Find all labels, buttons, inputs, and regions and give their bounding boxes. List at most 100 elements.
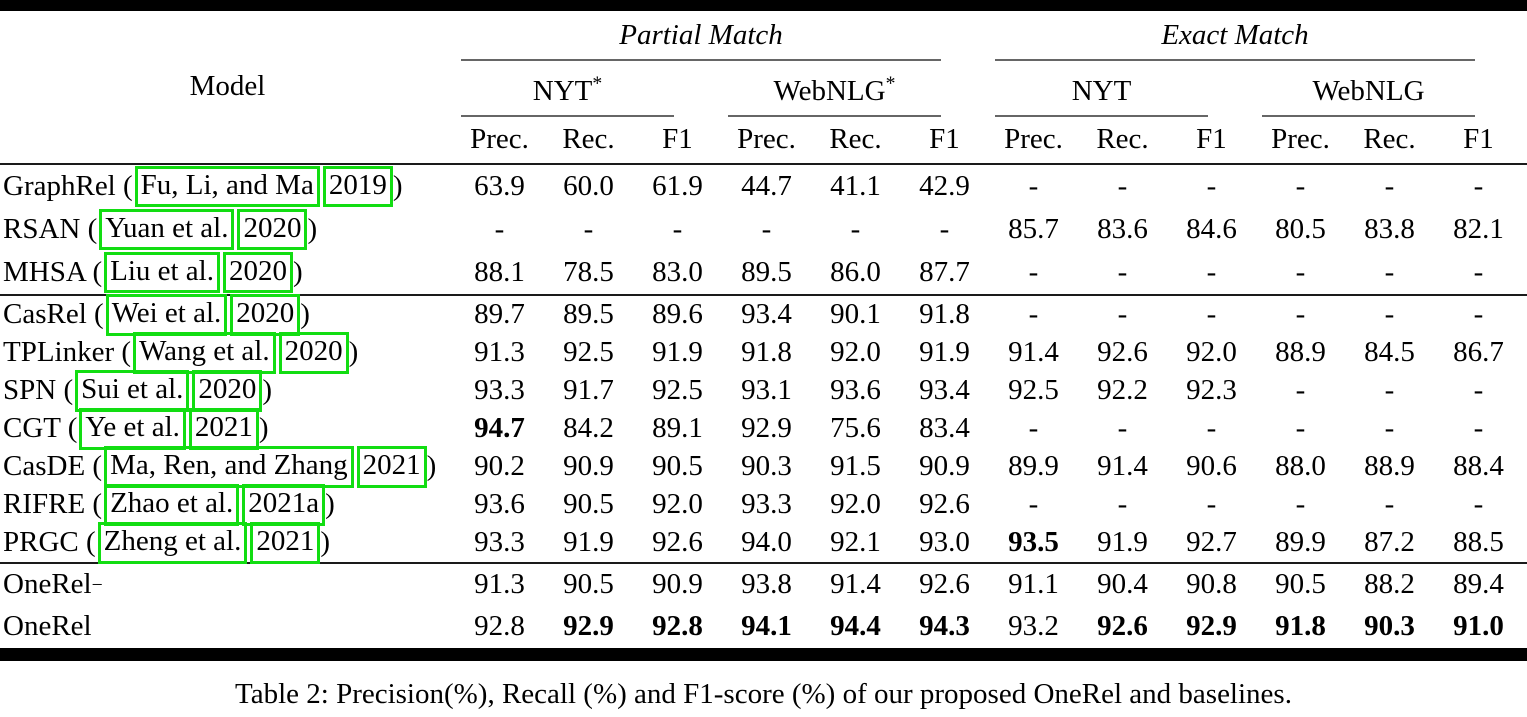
metric-value: 90.9 <box>563 450 614 483</box>
metric-header-prec: Prec. <box>1271 123 1330 156</box>
citation-author-box[interactable]: Zhao et al. <box>104 484 240 526</box>
metric-value: 91.3 <box>474 568 525 601</box>
citation-author-box[interactable]: Ma, Ren, and Zhang <box>104 446 354 488</box>
dash-value: - <box>1384 255 1395 288</box>
metric-value: 85.7 <box>1008 212 1059 245</box>
header-bottom-rule <box>0 163 1527 165</box>
citation-author-box[interactable]: Liu et al. <box>104 251 220 294</box>
superscript-asterisk: * <box>885 72 896 95</box>
metric-value: 90.1 <box>830 298 881 331</box>
dataset-header-nyt: NYT <box>989 61 1256 117</box>
metric-value: 92.0 <box>830 488 881 521</box>
dataset-header-inner: WebNLG* <box>728 61 941 117</box>
metric-value: 91.9 <box>919 336 970 369</box>
metric-value: 87.2 <box>1364 526 1415 559</box>
metric-value: 91.7 <box>563 374 614 407</box>
metric-value: 82.1 <box>1453 212 1504 245</box>
dataset-header-underline <box>995 115 1208 117</box>
group-header-label: Exact Match <box>1161 19 1309 52</box>
dash-value: - <box>939 212 950 245</box>
citation-year-box[interactable]: 2020 <box>237 208 308 251</box>
metric-value: 92.5 <box>563 336 614 369</box>
group-header-partial-match: Partial Match <box>455 11 989 61</box>
model-cell-graphrel: GraphRel (Fu, Li, and Ma 2019) <box>0 165 455 208</box>
metric-value: 92.6 <box>652 526 703 559</box>
metric-value: 92.1 <box>830 526 881 559</box>
citation-year-box[interactable]: 2020 <box>278 332 349 374</box>
metric-value: 84.2 <box>563 412 614 445</box>
citation-author-box[interactable]: Fu, Li, and Ma <box>134 165 320 208</box>
metric-value: 88.0 <box>1275 450 1326 483</box>
citation-year-box[interactable]: 2021a <box>242 484 326 526</box>
dash-value: - <box>583 212 594 245</box>
table-caption: Table 2: Precision(%), Recall (%) and F1… <box>235 678 1292 710</box>
metric-value: 86.0 <box>830 255 881 288</box>
metric-value: 90.2 <box>474 450 525 483</box>
metric-value: 83.6 <box>1097 212 1148 245</box>
citation-year-box[interactable]: 2020 <box>223 251 293 294</box>
citation-year-box[interactable]: 2021 <box>356 446 427 488</box>
metric-value: 78.5 <box>563 255 614 288</box>
citation-author-box[interactable]: Yuan et al. <box>99 208 235 251</box>
metric-value: 91.4 <box>1097 450 1148 483</box>
model-cell-mhsa: MHSA (Liu et al. 2020) <box>0 251 455 294</box>
citation-author-box[interactable]: Ye et al. <box>79 408 186 450</box>
metric-value: 91.8 <box>1275 610 1326 643</box>
metric-value: 91.9 <box>652 336 703 369</box>
citation-year-box[interactable]: 2021 <box>250 522 321 564</box>
metric-value: 90.8 <box>1186 568 1237 601</box>
metric-header-rec: Rec. <box>562 123 615 156</box>
dash-value: - <box>1384 374 1395 407</box>
model-name-close-paren: ) <box>426 450 437 483</box>
metric-value: 90.4 <box>1097 568 1148 601</box>
citation-year-box[interactable]: 2019 <box>322 165 393 208</box>
metric-value: 88.9 <box>1364 450 1415 483</box>
dash-value: - <box>1473 169 1484 202</box>
citation-year-box[interactable]: 2020 <box>230 294 301 336</box>
metric-header-f1: F1 <box>1196 123 1227 156</box>
model-name-close-paren: ) <box>348 336 359 369</box>
table-body-group-2: CasRel (Wei et al. 2020) 89.7 89.5 89.6 93.4 9… <box>0 294 1527 564</box>
citation-author-box[interactable]: Zheng et al. <box>97 522 248 564</box>
metric-value: 93.5 <box>1008 526 1059 559</box>
model-name-close-paren: ) <box>262 374 273 407</box>
metric-value: 92.6 <box>919 488 970 521</box>
dash-value: - <box>1384 412 1395 445</box>
dash-value: - <box>1384 488 1395 521</box>
group-header-inner: Partial Match <box>461 11 941 61</box>
citation-author-box[interactable]: Wang et al. <box>133 332 276 374</box>
metric-value: 80.5 <box>1275 212 1326 245</box>
dash-value: - <box>1117 169 1128 202</box>
citation-year-box[interactable]: 2020 <box>192 370 263 412</box>
dash-value: - <box>1473 488 1484 521</box>
dash-value: - <box>1295 488 1306 521</box>
group-separator-rule-2 <box>0 562 1527 564</box>
dash-value: - <box>1295 255 1306 288</box>
dataset-header-webnlg: WebNLG <box>1256 61 1523 117</box>
table-body-group-3: OneRel − 91.3 90.5 90.9 93.8 91.4 92.6 91.1 90.4 9… <box>0 564 1527 648</box>
citation-author-box[interactable]: Sui et al. <box>75 370 190 412</box>
citation-author-box[interactable]: Wei et al. <box>105 294 228 336</box>
table-body-group-1: GraphRel (Fu, Li, and Ma 2019) 63.9 60.0 61.… <box>0 165 1527 294</box>
metric-value: 83.4 <box>919 412 970 445</box>
citation-year-box[interactable]: 2021 <box>188 408 259 450</box>
metric-value: 94.0 <box>741 526 792 559</box>
model-name-close-paren: ) <box>320 526 331 559</box>
dash-value: - <box>1028 488 1039 521</box>
table-header: Model Partial Match NYT* WebNLG* Exact Match… <box>0 11 1527 163</box>
metric-value: 92.9 <box>1186 610 1237 643</box>
metric-value: 92.9 <box>741 412 792 445</box>
metric-value: 91.3 <box>474 336 525 369</box>
dash-value: - <box>1206 412 1217 445</box>
metric-header-prec: Prec. <box>1004 123 1063 156</box>
model-cell-prgc: PRGC (Zheng et al. 2021) <box>0 522 455 564</box>
metric-value: 83.0 <box>652 255 703 288</box>
metric-value: 41.1 <box>830 169 881 202</box>
metric-value: 93.6 <box>474 488 525 521</box>
group-header-label: Partial Match <box>619 19 783 52</box>
metric-value: 90.3 <box>741 450 792 483</box>
dataset-header-label: WebNLG* <box>773 72 896 108</box>
dataset-header-underline <box>461 115 674 117</box>
dataset-header-underline <box>728 115 941 117</box>
dataset-header-underline <box>1262 115 1475 117</box>
